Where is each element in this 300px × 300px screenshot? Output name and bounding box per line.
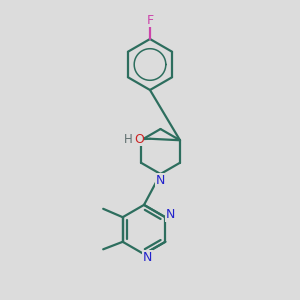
Text: N: N <box>143 250 152 264</box>
Text: N: N <box>156 174 165 187</box>
Text: F: F <box>146 14 154 27</box>
Text: H: H <box>124 133 133 146</box>
Text: O: O <box>134 133 144 146</box>
Text: N: N <box>166 208 175 221</box>
